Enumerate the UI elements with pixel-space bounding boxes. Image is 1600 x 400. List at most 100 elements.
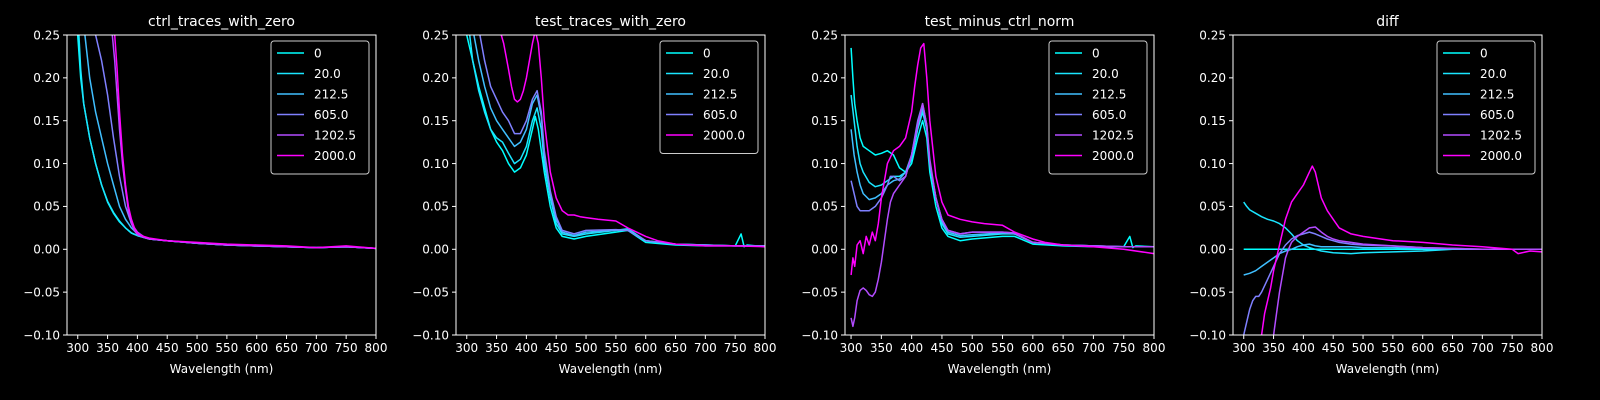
x-tick-label: 650 — [1052, 341, 1075, 355]
x-tick-label: 500 — [575, 341, 598, 355]
legend-label: 1202.5 — [1480, 128, 1522, 142]
x-tick-label: 800 — [1143, 341, 1166, 355]
legend: 0 20.0 212.5 605.0 1202.5 2000.0 — [270, 40, 370, 175]
axes-frame — [455, 34, 766, 336]
legend-label: 20.0 — [1092, 67, 1119, 81]
y-tick-label: 0.05 — [422, 200, 449, 214]
legend-label: 212.5 — [703, 87, 737, 101]
x-tick-label: 600 — [1021, 341, 1044, 355]
x-tick-label: 750 — [724, 341, 747, 355]
x-axis-label: Wavelength (nm) — [1336, 362, 1440, 376]
x-tick-label: 700 — [1471, 341, 1494, 355]
y-tick-label: 0.15 — [422, 114, 449, 128]
y-tick-label: 0.00 — [811, 243, 838, 257]
x-axis-label: Wavelength (nm) — [170, 362, 274, 376]
x-tick-label: 650 — [1441, 341, 1464, 355]
x-tick-label: 500 — [1352, 341, 1375, 355]
x-tick-label: 450 — [930, 341, 953, 355]
x-tick-label: 650 — [275, 341, 298, 355]
x-tick-label: 300 — [455, 341, 478, 355]
series-line-4 — [500, 35, 765, 248]
x-tick-label: 550 — [1381, 341, 1404, 355]
x-tick-label: 300 — [66, 341, 89, 355]
series-group — [1242, 165, 1542, 335]
x-tick-label: 300 — [840, 341, 863, 355]
series-line-1 — [1243, 201, 1542, 255]
chart-panel-0: 300 350 400 450 500 550 600 650 700 750 800 −0.10 −0… — [23, 14, 387, 376]
series-line-2 — [1243, 243, 1542, 276]
y-tick-label: 0.20 — [422, 71, 449, 85]
x-tick-label: 500 — [186, 341, 209, 355]
series-line-5 — [850, 42, 1154, 276]
legend-label: 605.0 — [703, 108, 737, 122]
y-tick-label: −0.10 — [23, 328, 60, 342]
x-tick-label: 750 — [1501, 341, 1524, 355]
y-tick-label: 0.05 — [811, 200, 838, 214]
x-tick-label: 750 — [335, 341, 358, 355]
axes-frame — [66, 34, 377, 336]
legend-label: 1202.5 — [1092, 128, 1134, 142]
chart-title: ctrl_traces_with_zero — [148, 14, 295, 30]
legend-box — [659, 40, 759, 154]
x-tick-label: 800 — [1531, 341, 1554, 355]
legend-label: 0 — [314, 46, 322, 60]
series-line-4 — [1272, 226, 1542, 335]
chart-title: test_traces_with_zero — [535, 14, 686, 30]
y-tick-label: 0.20 — [1199, 71, 1226, 85]
x-tick-label: 500 — [961, 341, 984, 355]
x-tick-label: 750 — [1112, 341, 1135, 355]
y-tick-label: −0.10 — [1189, 328, 1226, 342]
legend-label: 0 — [1092, 46, 1100, 60]
legend-label: 212.5 — [314, 87, 348, 101]
x-tick-label: 350 — [870, 341, 893, 355]
x-tick-label: 700 — [1082, 341, 1105, 355]
legend-label: 605.0 — [1092, 108, 1126, 122]
y-tick-label: 0.10 — [811, 157, 838, 171]
y-tick-label: 0.00 — [422, 243, 449, 257]
series-group — [76, 35, 376, 250]
x-tick-label: 800 — [365, 341, 388, 355]
x-tick-label: 400 — [515, 341, 538, 355]
y-tick-label: 0.00 — [1199, 243, 1226, 257]
legend-label: 2000.0 — [703, 128, 745, 142]
y-tick-label: −0.05 — [23, 285, 60, 299]
x-tick-label: 550 — [215, 341, 238, 355]
x-tick-label: 350 — [485, 341, 508, 355]
legend-label: 2000.0 — [1480, 149, 1522, 163]
series-line-4 — [850, 102, 1154, 328]
x-tick-label: 300 — [1232, 341, 1255, 355]
y-tick-label: 0.15 — [33, 114, 60, 128]
x-tick-label: 400 — [126, 341, 149, 355]
legend-label: 212.5 — [1480, 87, 1514, 101]
x-tick-label: 550 — [991, 341, 1014, 355]
y-tick-label: 0.20 — [33, 71, 60, 85]
x-tick-label: 700 — [694, 341, 717, 355]
x-tick-label: 400 — [1292, 341, 1315, 355]
y-tick-label: 0.10 — [1199, 157, 1226, 171]
legend-label: 20.0 — [703, 67, 730, 81]
x-tick-label: 600 — [634, 341, 657, 355]
chart-title: diff — [1376, 14, 1399, 30]
series-group — [850, 42, 1154, 328]
y-tick-label: −0.10 — [801, 328, 838, 342]
chart-panel-3: 300 350 400 450 500 550 600 650 700 750 800 −0.10 −0… — [1189, 14, 1553, 376]
y-tick-label: 0.00 — [33, 243, 60, 257]
y-tick-label: 0.25 — [33, 28, 60, 42]
legend-label: 605.0 — [1480, 108, 1514, 122]
series-group — [465, 35, 765, 248]
y-tick-label: −0.10 — [412, 328, 449, 342]
legend: 0 20.0 212.5 605.0 1202.5 2000.0 — [1436, 40, 1536, 175]
legend: 0 20.0 212.5 605.0 2000.0 — [659, 40, 759, 154]
chart-title: test_minus_ctrl_norm — [925, 14, 1075, 30]
series-line-3 — [479, 35, 765, 247]
chart-panel-1: 300 350 400 450 500 550 600 650 700 750 800 −0.10 −0… — [412, 14, 776, 376]
x-axis-label: Wavelength (nm) — [559, 362, 663, 376]
series-line-5 — [1260, 165, 1542, 335]
y-tick-label: 0.25 — [422, 28, 449, 42]
y-tick-label: 0.25 — [1199, 28, 1226, 42]
y-tick-label: −0.05 — [801, 285, 838, 299]
y-tick-label: 0.25 — [811, 28, 838, 42]
x-tick-label: 800 — [754, 341, 777, 355]
